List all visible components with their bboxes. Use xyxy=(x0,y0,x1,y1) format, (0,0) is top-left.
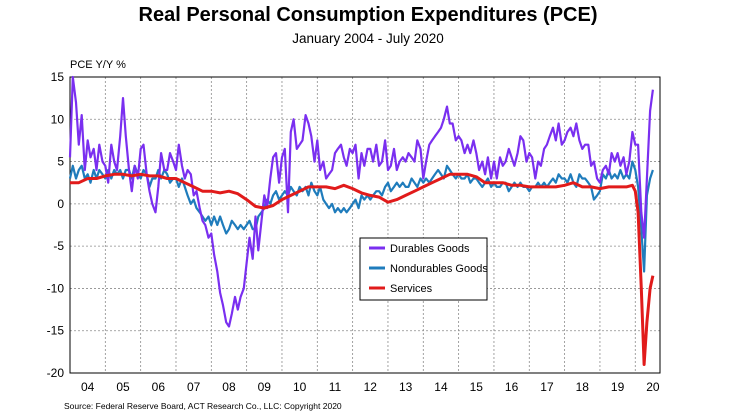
series-lines xyxy=(68,75,655,366)
x-tick-label: 14 xyxy=(434,380,448,394)
x-tick-label: 11 xyxy=(329,380,342,394)
plot-frame xyxy=(69,76,661,374)
x-tick-label: 16 xyxy=(505,380,519,394)
x-tick-label: 06 xyxy=(152,380,166,394)
x-tick-label: 15 xyxy=(470,380,484,394)
chart-subtitle: January 2004 - July 2020 xyxy=(292,31,444,46)
y-tick-label: 5 xyxy=(57,155,64,169)
chart-title: Real Personal Consumption Expenditures (… xyxy=(138,4,598,26)
y-tick-label: -15 xyxy=(47,324,65,338)
x-tick-label: 20 xyxy=(646,380,660,394)
x-tick-label: 10 xyxy=(293,380,307,394)
y-tick-label: 0 xyxy=(57,197,64,211)
y-tick-label: 15 xyxy=(51,70,65,84)
gridlines xyxy=(70,76,660,374)
x-tick-label: 13 xyxy=(399,380,413,394)
series-line-nondurables-goods xyxy=(68,160,654,273)
x-tick-label: 12 xyxy=(364,380,378,394)
x-tick-label: 04 xyxy=(81,380,95,394)
x-tick-label: 07 xyxy=(187,380,201,394)
legend-label-durables: Durables Goods xyxy=(390,243,470,255)
source-note: Source: Federal Reserve Board, ACT Resea… xyxy=(64,401,342,411)
x-tick-label: 19 xyxy=(611,380,625,394)
x-tick-label: 08 xyxy=(222,380,236,394)
y-tick-label: -5 xyxy=(53,239,64,253)
x-tick-label: 09 xyxy=(258,380,272,394)
axes: 15 10 5 0 -5 -10 -15 -20 04 05 06 07 08 09 10 11 12 13 14 1… xyxy=(47,59,661,394)
legend: Durables Goods Nondurables Goods Service… xyxy=(359,237,488,301)
x-tick-label: 18 xyxy=(576,380,590,394)
series-line-durables-goods xyxy=(68,75,654,328)
series-line-services xyxy=(70,172,655,366)
y-tick-label: 10 xyxy=(51,112,65,126)
y-tick-label: -10 xyxy=(47,281,65,295)
legend-label-services: Services xyxy=(390,283,433,295)
y-tick-label: -20 xyxy=(47,366,65,380)
x-tick-label: 05 xyxy=(116,380,130,394)
legend-label-nondurables: Nondurables Goods xyxy=(390,263,488,275)
x-tick-label: 17 xyxy=(540,380,554,394)
y-axis-label: PCE Y/Y % xyxy=(70,59,126,71)
